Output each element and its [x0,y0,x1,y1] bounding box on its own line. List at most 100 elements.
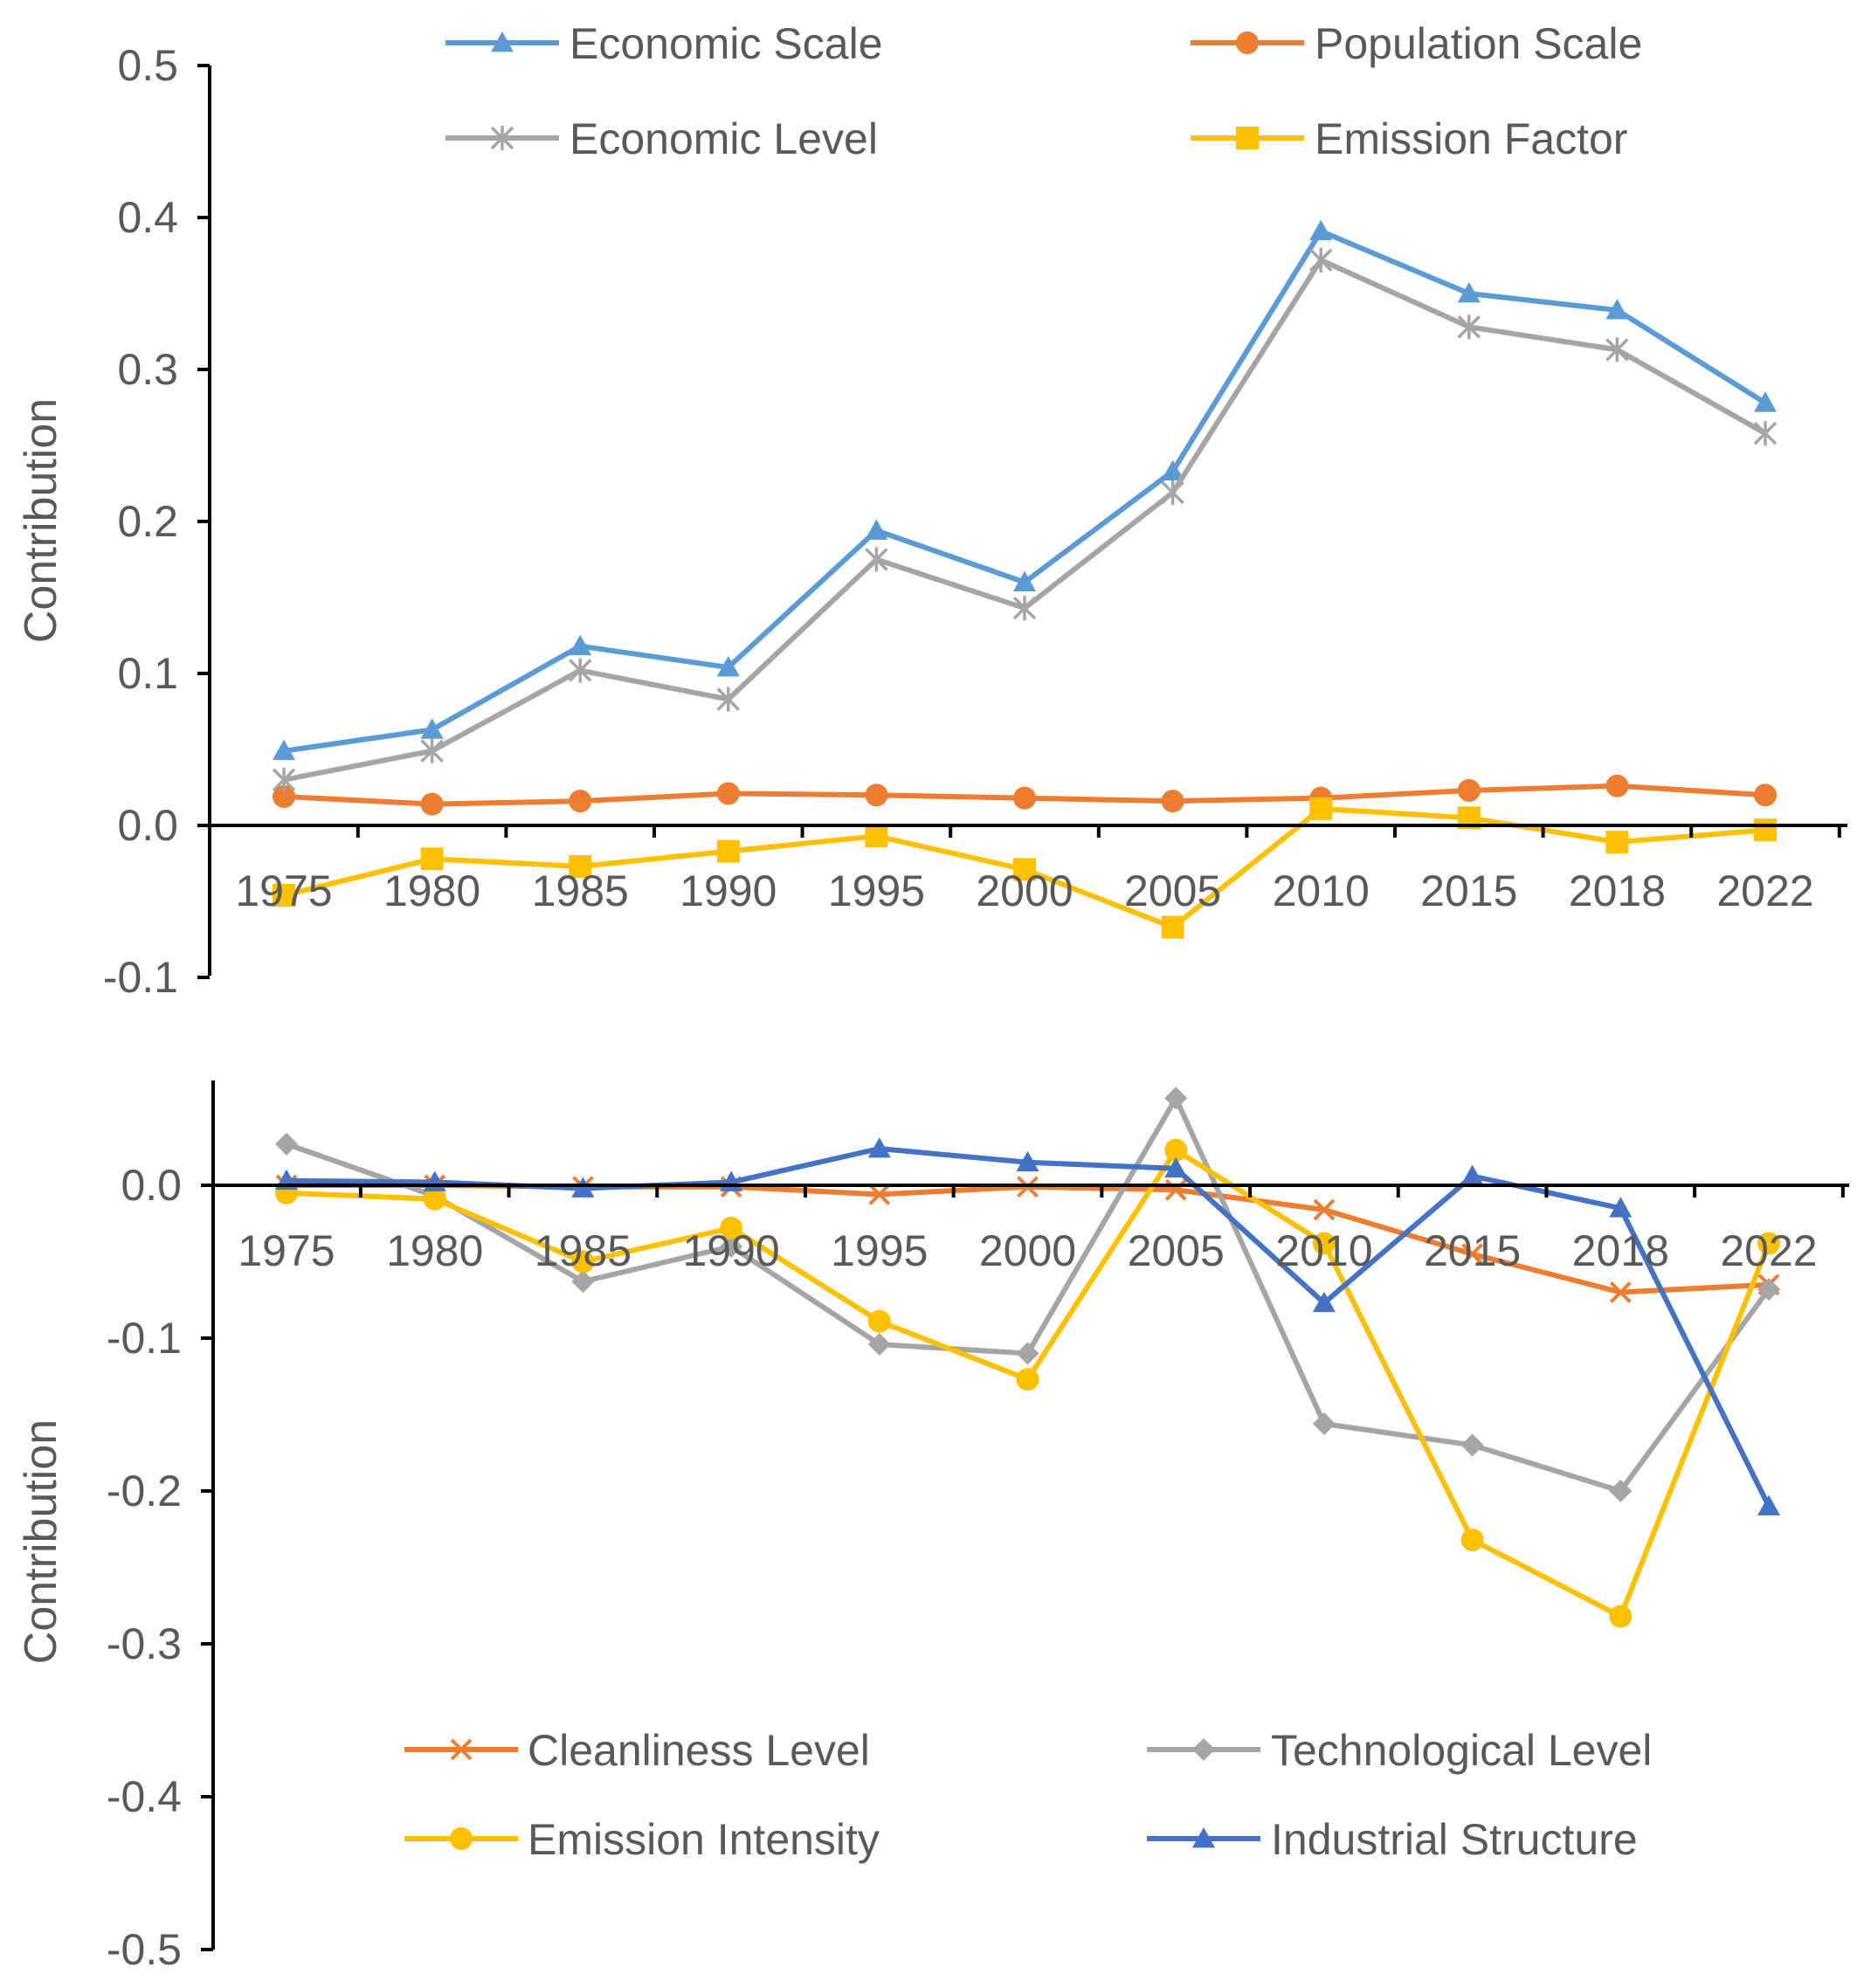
y-tick-label: 0.2 [117,497,178,546]
series-population-scale [273,774,1777,816]
x-tick-label: 2005 [1128,1226,1225,1275]
legend-label-population-scale: Population Scale [1315,19,1642,68]
data-point-industrial-structure [1609,1197,1633,1218]
data-point-industrial-structure [571,1177,595,1198]
x-tick-label: 2022 [1716,866,1813,915]
y-tick-label: 0.3 [117,345,178,394]
data-point-industrial-structure [867,1137,891,1158]
legend-label-technological-level: Technological Level [1271,1726,1652,1775]
data-point-technological-level [571,1270,595,1294]
series-industrial-structure [275,1137,1780,1515]
data-point-population-scale [1754,783,1777,807]
data-point-economic-scale [569,634,592,656]
legend-swatch-technological-level [1147,1738,1260,1761]
series-line-industrial-structure [286,1146,1771,1508]
data-point-cleanliness-level [1164,1178,1187,1201]
data-point-emission-factor [273,884,295,908]
legend-entry-industrial-structure[interactable]: Industrial Structure [1147,1815,1638,1864]
legend-swatch-industrial-structure [1147,1827,1260,1848]
data-point-emission-factor [420,847,444,871]
data-point-emission-intensity [1609,1605,1633,1628]
data-point-economic-scale [273,739,295,761]
legend-swatch-population-scale [1191,31,1304,54]
data-point-technological-level [1312,1412,1336,1435]
legend-marker-technological-level [1192,1738,1215,1761]
data-point-economic-scale [1013,570,1036,591]
data-point-industrial-structure [1016,1150,1039,1172]
x-tick-label: 1995 [831,1226,928,1275]
y-tick-label: -0.4 [107,1772,182,1821]
data-point-economic-level [865,547,888,572]
x-tick-label: 1985 [535,1226,632,1275]
x-tick-label: 2010 [1275,1226,1372,1275]
data-point-cleanliness-level [868,1184,891,1205]
x-tick-label: 1980 [386,1226,483,1275]
bottom-y-axis-title: Contribution [16,1419,66,1664]
data-point-emission-factor [1013,858,1036,881]
data-point-economic-level [1308,247,1333,273]
legend-entry-technological-level[interactable]: Technological Level [1147,1726,1652,1775]
x-tick-label: 2015 [1420,866,1517,915]
legend-marker-economic-scale [491,31,514,52]
data-point-population-scale [716,782,740,805]
x-tick-label: 2018 [1569,866,1666,915]
x-tick-label: 1995 [828,866,925,915]
x-tick-label: 2000 [979,1226,1076,1275]
data-point-economic-scale [716,656,740,677]
y-tick-label: -0.3 [107,1619,182,1668]
x-tick-label: 1975 [235,866,332,915]
y-tick-label: 0.0 [117,801,178,850]
data-point-population-scale [569,790,592,813]
legend-entry-economic-level[interactable]: Economic Level [445,114,878,163]
data-point-emission-intensity [1312,1232,1336,1255]
data-point-technological-level [867,1333,891,1356]
data-point-economic-level [272,767,296,792]
legend-entry-economic-scale[interactable]: Economic Scale [445,19,883,68]
legend-entry-cleanliness-level[interactable]: Cleanliness Level [404,1726,870,1775]
legend-label-emission-intensity: Emission Intensity [528,1815,880,1864]
data-point-population-scale [420,792,444,816]
top-panel: -0.1 0.0 0.1 0.2 0.3 0.4 0.5 Contribution Econ… [16,19,1847,1002]
legend-entry-emission-factor[interactable]: Emission Factor [1191,114,1627,163]
series-line-economic-scale [283,228,1767,754]
legend-marker-emission-factor [1236,127,1259,149]
y-tick-label: 0.1 [117,649,178,698]
legend-label-cleanliness-level: Cleanliness Level [528,1726,870,1775]
series-technological-level [275,1087,1780,1502]
data-point-population-scale [1605,774,1629,797]
legend-swatch-economic-scale [445,31,559,52]
data-point-emission-intensity [720,1217,743,1239]
data-point-emission-factor [1605,831,1629,854]
top-y-axis-title: Contribution [16,398,66,643]
bottom-legend: Cleanliness Level Technological Level Em… [404,1726,1652,1864]
data-point-economic-scale [865,519,888,540]
data-point-population-scale [273,784,295,808]
data-point-emission-factor [569,854,592,878]
data-point-technological-level [720,1235,743,1258]
data-point-emission-factor [1309,797,1333,820]
legend-label-emission-factor: Emission Factor [1315,114,1627,163]
data-point-emission-intensity [423,1187,446,1211]
data-point-economic-level [1753,421,1778,446]
data-point-emission-factor [865,825,888,848]
x-tick-label: 2010 [1273,866,1370,915]
data-point-population-scale [1013,786,1036,810]
data-point-economic-scale [420,718,444,739]
legend-marker-cleanliness-level [450,1738,473,1761]
y-tick-label: -0.1 [103,953,178,1002]
data-point-economic-scale [1161,459,1184,480]
legend-label-economic-scale: Economic Scale [570,19,883,68]
legend-swatch-emission-factor [1191,127,1304,149]
data-point-economic-scale [1754,391,1777,412]
legend-label-economic-level: Economic Level [570,114,878,163]
y-tick-label: 0.0 [121,1161,182,1210]
legend-marker-economic-level [490,126,514,150]
legend-entry-population-scale[interactable]: Population Scale [1191,19,1642,68]
data-point-population-scale [1161,790,1184,813]
legend-marker-industrial-structure [1192,1827,1215,1848]
legend-entry-emission-intensity[interactable]: Emission Intensity [404,1815,880,1864]
data-point-cleanliness-level [1313,1198,1336,1221]
legend-marker-population-scale [1236,31,1259,54]
data-point-industrial-structure [1460,1164,1484,1185]
